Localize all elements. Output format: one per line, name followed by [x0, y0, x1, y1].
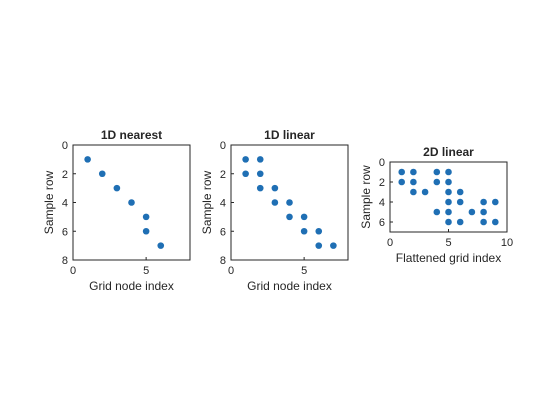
data-point	[445, 188, 452, 196]
data-point	[480, 218, 487, 226]
x-axis-label: Grid node index	[89, 279, 174, 293]
chart-title: 2D linear	[423, 145, 474, 159]
data-point	[445, 178, 452, 186]
data-point	[84, 156, 91, 163]
y-tick-label: 0	[379, 157, 385, 169]
data-point	[456, 218, 464, 226]
x-tick-label: 5	[143, 265, 149, 277]
data-point	[445, 198, 452, 206]
y-axis-label: Sample row	[200, 170, 214, 234]
x-axis-label: Flattened grid index	[396, 251, 501, 265]
x-tick-label: 0	[387, 237, 393, 249]
data-point	[142, 213, 150, 221]
subplot-1d-linear: 0 5 0 2 4 6 8 1D linear Grid node index Sample…	[200, 128, 349, 293]
data-point	[330, 242, 337, 249]
data-point	[242, 170, 249, 178]
y-tick-label: 6	[62, 226, 68, 238]
data-point	[256, 184, 264, 192]
data-point	[445, 218, 452, 226]
data-point	[445, 208, 452, 216]
data-point	[410, 168, 417, 176]
data-point	[433, 178, 441, 186]
y-tick-label: 4	[379, 197, 385, 209]
y-tick-label: 6	[220, 226, 226, 238]
x-tick-label: 10	[501, 237, 513, 249]
data-point	[271, 199, 279, 206]
y-tick-label: 8	[220, 255, 226, 267]
data-point	[113, 184, 121, 192]
data-point	[286, 199, 293, 206]
axis-ticks: 0 5 0 2 4 6 8	[220, 140, 307, 277]
x-axis-label: Grid node index	[247, 279, 332, 293]
data-point	[300, 227, 308, 235]
y-tick-label: 8	[62, 255, 68, 267]
data-point	[433, 168, 441, 176]
y-tick-label: 4	[220, 198, 226, 210]
y-tick-label: 4	[62, 198, 68, 210]
y-tick-label: 0	[220, 140, 226, 152]
data-point	[286, 213, 293, 221]
data-point	[410, 188, 417, 196]
y-tick-label: 6	[379, 217, 385, 229]
scatter-points	[84, 156, 165, 249]
data-point	[398, 178, 406, 186]
subplot-1d-nearest: 0 5 0 2 4 6 8 1D nearest Grid node index Sampl…	[42, 128, 191, 293]
data-point	[128, 199, 135, 206]
data-point	[98, 170, 106, 178]
data-point	[480, 208, 487, 216]
scatter-points	[398, 168, 499, 226]
data-point	[315, 227, 323, 235]
y-tick-label: 0	[62, 140, 68, 152]
data-point	[256, 170, 264, 178]
data-point	[256, 156, 264, 163]
y-axis-label: Sample row	[359, 165, 373, 229]
data-point	[433, 208, 441, 216]
x-tick-label: 5	[301, 265, 307, 277]
data-point	[242, 156, 249, 163]
data-point	[421, 188, 429, 196]
y-axis-label: Sample row	[42, 170, 56, 234]
data-point	[445, 168, 452, 176]
data-point	[456, 198, 464, 206]
y-tick-label: 2	[220, 169, 226, 181]
x-tick-label: 5	[445, 237, 451, 249]
axis-ticks: 0 5 0 2 4 6 8	[62, 140, 149, 277]
data-point	[300, 213, 308, 221]
scatter-points	[242, 156, 337, 249]
data-point	[456, 188, 464, 196]
data-point	[480, 198, 487, 206]
chart-title: 1D nearest	[101, 128, 162, 142]
data-point	[271, 184, 279, 192]
x-tick-label: 0	[228, 265, 234, 277]
data-point	[492, 218, 499, 226]
axis-ticks: 0 5 10 0 2 4 6	[379, 157, 513, 249]
data-point	[142, 227, 150, 235]
chart-title: 1D linear	[264, 128, 315, 142]
data-point	[398, 168, 406, 176]
data-point	[492, 198, 499, 206]
data-point	[468, 208, 476, 216]
data-point	[315, 242, 323, 249]
data-point	[157, 242, 165, 249]
x-tick-label: 0	[70, 265, 76, 277]
y-tick-label: 2	[62, 169, 68, 181]
y-tick-label: 2	[379, 177, 385, 189]
data-point	[410, 178, 417, 186]
